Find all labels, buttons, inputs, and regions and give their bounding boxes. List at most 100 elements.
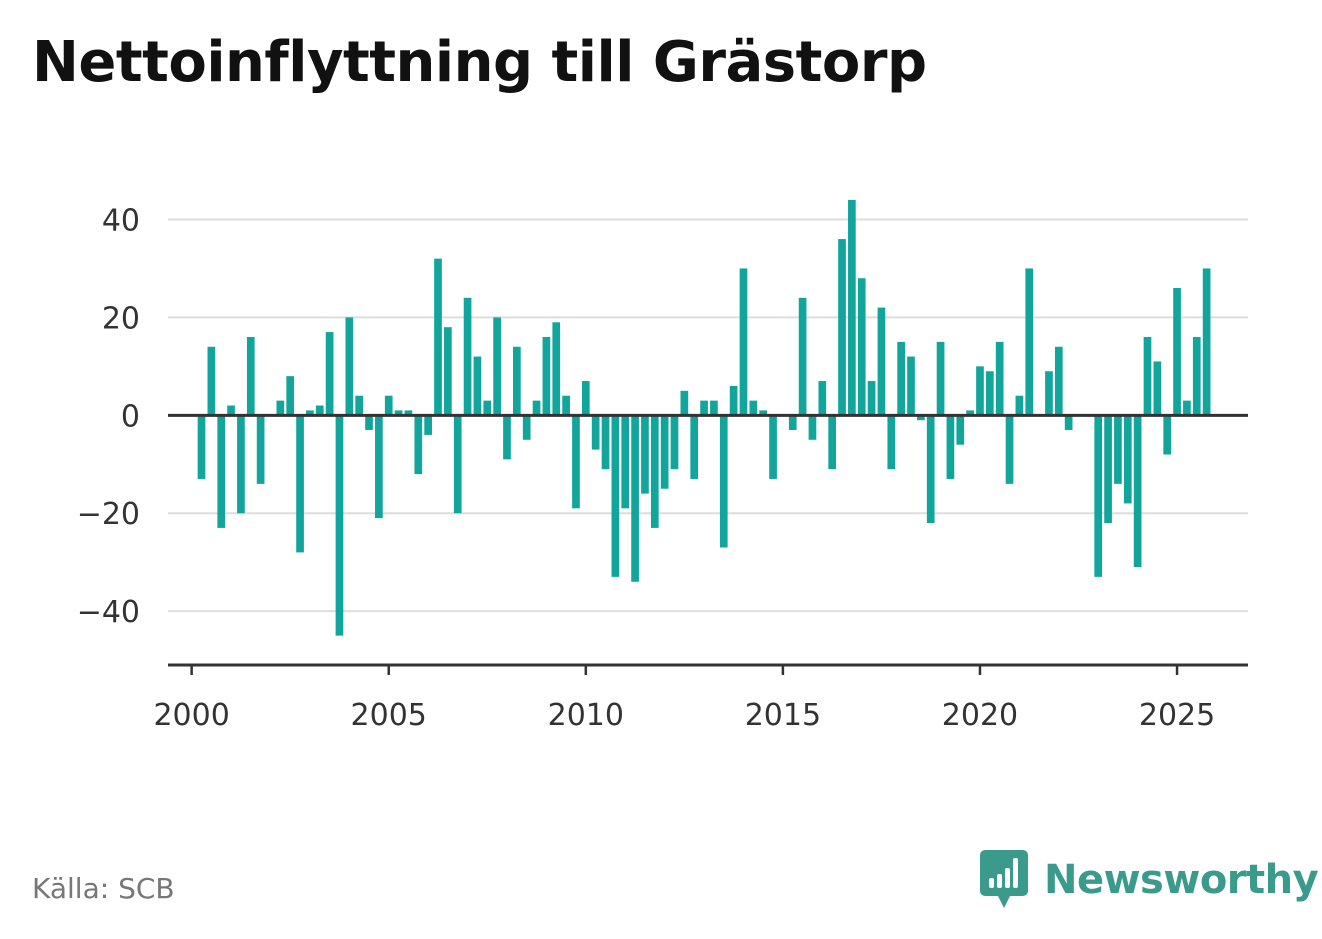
bar: [926, 415, 935, 524]
bar: [1054, 346, 1063, 416]
bar: [1173, 288, 1181, 416]
bars: [197, 199, 1211, 636]
bar: [936, 341, 945, 416]
bar: [256, 415, 265, 484]
bar: [453, 415, 462, 514]
bar: [729, 385, 738, 416]
bar: [1045, 371, 1053, 416]
bar: [670, 415, 679, 470]
bar: [375, 415, 383, 519]
x-tick-label: 2020: [942, 698, 1018, 733]
bar: [966, 410, 974, 416]
bar: [1123, 415, 1132, 504]
bar: [286, 376, 295, 416]
x-tick-label: 2025: [1139, 698, 1215, 733]
bar: [788, 415, 797, 430]
bar: [877, 307, 886, 416]
bar: [532, 400, 541, 416]
bar: [838, 239, 846, 416]
bar: [335, 415, 344, 636]
bar: [197, 415, 206, 479]
bar: [1015, 395, 1024, 416]
bar: [315, 405, 324, 416]
bar: [769, 415, 777, 479]
chart-title: Nettoinflyttning till Grästorp: [32, 30, 927, 95]
bar: [1183, 400, 1191, 416]
bar: [296, 415, 304, 553]
bar: [424, 415, 432, 435]
bar: [227, 405, 235, 416]
bar: [848, 199, 856, 416]
bar: [355, 395, 364, 416]
bar: [631, 415, 639, 582]
bar: [237, 415, 245, 514]
bar: [887, 415, 896, 470]
bar: [572, 415, 580, 509]
y-tick-label: −20: [77, 497, 140, 532]
bar: [394, 410, 403, 416]
bar: [690, 415, 699, 479]
bar: [444, 327, 452, 416]
bar: [907, 356, 915, 416]
y-tick-label: −40: [77, 595, 140, 630]
bar: [995, 341, 1004, 416]
bar: [621, 415, 630, 509]
bar: [384, 395, 393, 416]
bar: [473, 356, 482, 416]
bar: [591, 415, 600, 450]
bar: [1153, 361, 1162, 416]
bar: [483, 400, 492, 416]
bar: [808, 415, 817, 440]
source-note: Källa: SCB: [32, 872, 175, 905]
bar: [1133, 415, 1142, 568]
bar: [956, 415, 965, 445]
bar: [601, 415, 610, 470]
bar: [719, 415, 728, 548]
bar: [985, 371, 994, 416]
bar: [897, 341, 905, 416]
bar: [650, 415, 659, 528]
bar: [749, 400, 758, 416]
bar: [493, 317, 501, 416]
bar: [552, 322, 561, 416]
bar: [562, 395, 570, 416]
bar: [1064, 415, 1073, 430]
axes: [168, 413, 1248, 675]
bar: [917, 415, 925, 421]
bar: [306, 410, 314, 416]
bar: [611, 415, 620, 577]
tick-labels: 40 20 0 −20 −40 2000 2005 2010 2015 2020 2025: [77, 203, 1216, 733]
bar: [503, 415, 511, 460]
bar: [522, 415, 531, 440]
bar: [1025, 268, 1034, 416]
bar: [463, 297, 472, 416]
x-tick-label: 2010: [548, 698, 624, 733]
bar: [1163, 415, 1172, 455]
brand-logo[interactable]: Newsworthy: [980, 850, 1319, 910]
bar: [1094, 415, 1103, 577]
bar: [867, 381, 876, 416]
y-tick-label: 0: [121, 399, 140, 434]
y-tick-label: 20: [102, 301, 140, 336]
bar: [276, 400, 285, 416]
bar: [207, 346, 216, 416]
bar: [325, 332, 334, 416]
bar: [857, 278, 866, 416]
bar: [1005, 415, 1014, 484]
bar: [798, 297, 807, 416]
bar: [739, 268, 748, 416]
bar: [1114, 415, 1122, 484]
bar: [700, 400, 708, 416]
x-tick-label: 2015: [745, 698, 821, 733]
bar: [828, 415, 837, 470]
bar: [414, 415, 423, 475]
bar: [434, 258, 442, 416]
bar: [246, 336, 255, 416]
x-tick-label: 2000: [153, 698, 229, 733]
x-tick-label: 2005: [351, 698, 427, 733]
bar: [581, 381, 590, 416]
bar: [217, 415, 226, 528]
newsworthy-logo-icon: [980, 850, 1028, 908]
bar: [1143, 336, 1152, 416]
